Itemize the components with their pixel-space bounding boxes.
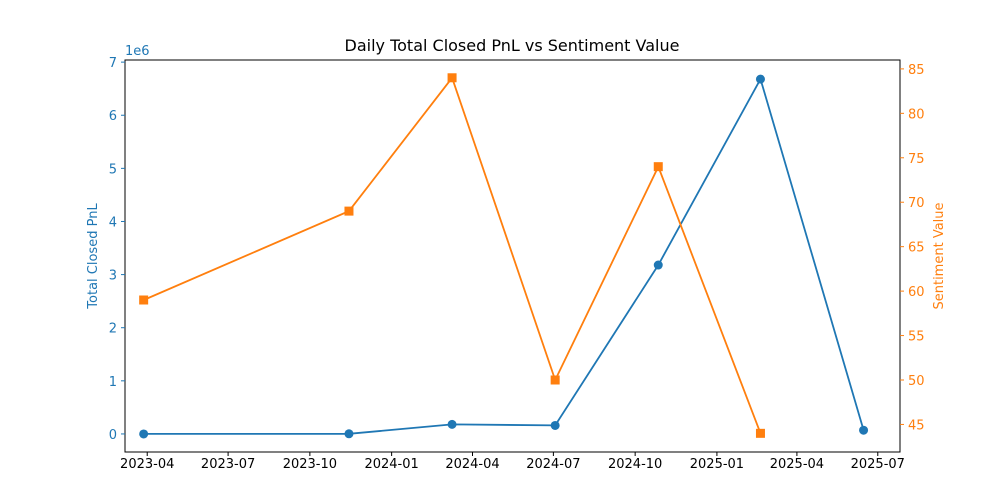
left-y-tick-label: 3: [109, 269, 117, 284]
left-y-tick-label: 7: [109, 56, 117, 71]
right-y-tick-label: 70: [908, 196, 925, 211]
series-right-point: [139, 295, 149, 305]
right-y-tick-label: 50: [908, 374, 925, 389]
left-y-tick-label: 5: [109, 162, 117, 177]
series-right-line: [143, 75, 762, 434]
series-left-point: [859, 425, 869, 435]
series-right-point: [447, 73, 457, 83]
x-tick-label: 2024-07: [526, 457, 580, 472]
left-y-tick-label: 2: [109, 322, 117, 337]
series-right-point: [653, 162, 663, 172]
right-y-tick-label: 45: [908, 418, 925, 433]
right-y-tick-label: 65: [908, 241, 925, 256]
x-tick-label: 2025-01: [690, 457, 744, 472]
series-left-point: [653, 260, 663, 270]
series-right-point: [344, 206, 354, 216]
series-left-point: [755, 74, 765, 84]
left-axis-offset-text: 1e6: [125, 44, 150, 59]
left-y-tick-label: 4: [109, 215, 117, 230]
series-left-point: [550, 420, 560, 430]
series-right-point: [550, 375, 560, 385]
left-y-tick-label: 6: [109, 109, 117, 124]
x-tick-label: 2023-07: [201, 457, 255, 472]
series-left-point: [139, 429, 149, 439]
series-left-point: [447, 419, 457, 429]
left-axis-label: Total Closed PnL: [86, 203, 101, 310]
right-y-tick-label: 60: [908, 285, 925, 300]
x-tick-label: 2025-07: [851, 457, 905, 472]
left-y-tick-label: 0: [109, 428, 117, 443]
right-y-tick-label: 75: [908, 152, 925, 167]
x-tick-label: 2023-04: [120, 457, 174, 472]
x-tick-label: 2025-04: [770, 457, 824, 472]
plot-area: 2023-04 2023-07 2023-10 2024-01 2024-04 2024-…: [86, 44, 947, 472]
right-y-tick-label: 55: [908, 330, 925, 345]
x-tick-label: 2024-10: [608, 457, 662, 472]
x-tick-label: 2023-10: [283, 457, 337, 472]
right-y-tick-label: 85: [908, 63, 925, 78]
plot-frame: [124, 59, 901, 453]
left-y-tick-label: 1: [109, 375, 117, 390]
series-left-point: [344, 429, 354, 439]
right-axis-label: Sentiment Value: [932, 202, 947, 309]
right-y-tick-label: 80: [908, 107, 925, 122]
series-right-point: [755, 428, 765, 438]
x-tick-label: 2024-01: [364, 457, 418, 472]
x-tick-label: 2024-04: [445, 457, 499, 472]
chart-title: Daily Total Closed PnL vs Sentiment Valu…: [345, 36, 680, 55]
